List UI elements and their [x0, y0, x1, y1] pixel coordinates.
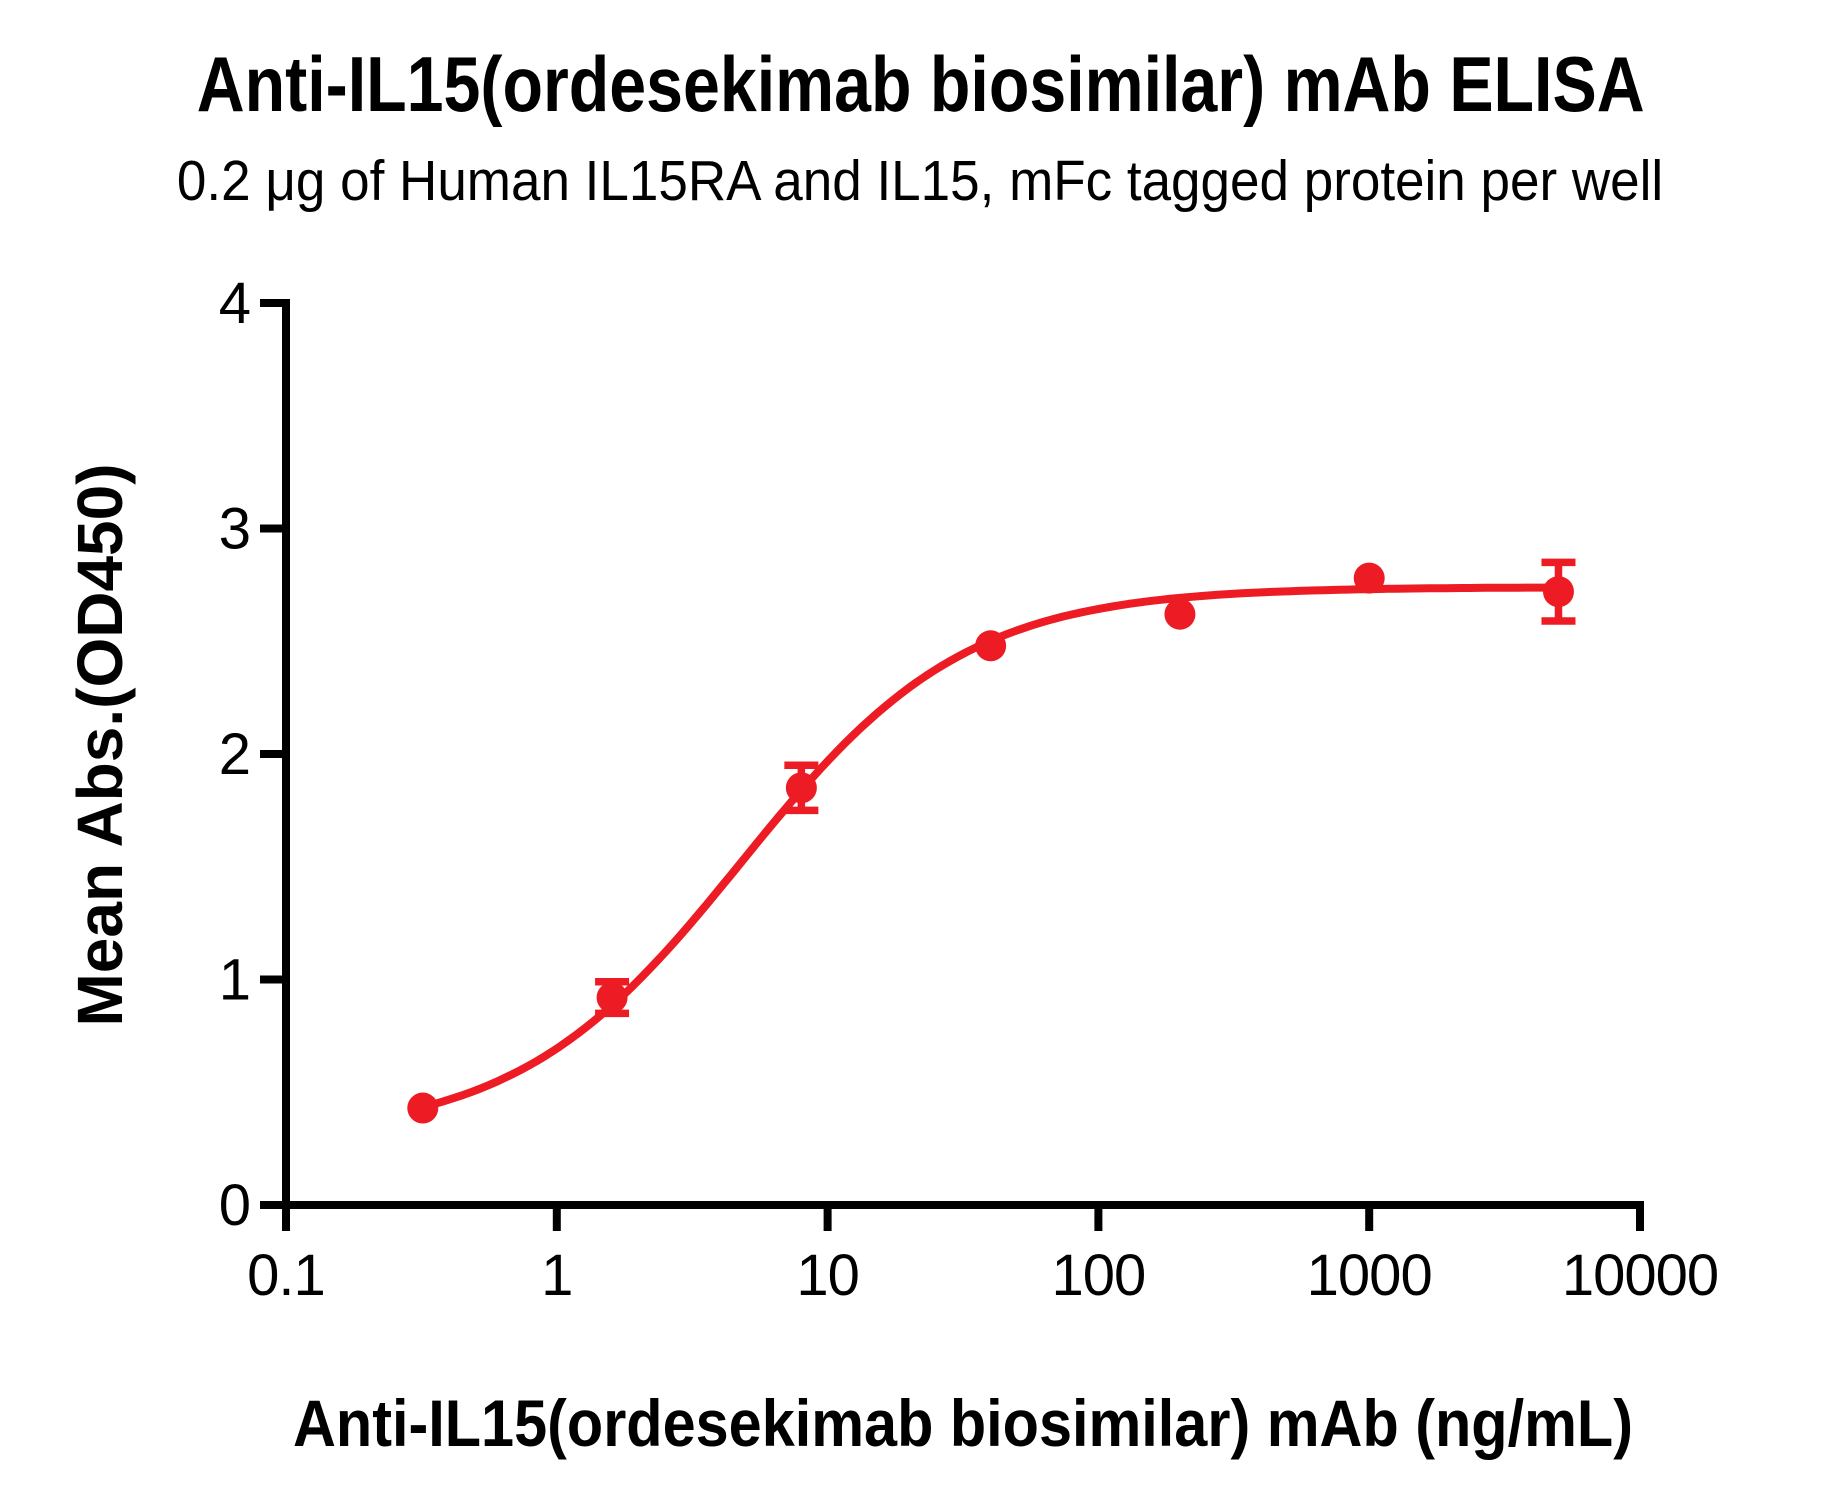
y-tick-label: 2	[219, 722, 250, 787]
chart-subtitle: 0.2 μg of Human IL15RA and IL15, mFc tag…	[0, 149, 1841, 213]
x-axis-label: Anti-IL15(ordesekimab biosimilar) mAb (n…	[219, 1385, 1708, 1461]
data-point	[1353, 562, 1385, 594]
data-point	[975, 630, 1007, 662]
x-tick-label: 10	[796, 1243, 859, 1308]
x-tick-label: 10000	[1562, 1243, 1718, 1308]
y-tick-label: 0	[219, 1173, 250, 1238]
x-tick-label: 1	[541, 1243, 572, 1308]
data-point	[1542, 576, 1574, 608]
x-tick-label: 1000	[1307, 1243, 1432, 1308]
chart-title: Anti-IL15(ordesekimab biosimilar) mAb EL…	[0, 40, 1841, 128]
y-tick-label: 1	[219, 948, 250, 1013]
data-point	[407, 1092, 439, 1124]
chart-subtitle-text: 0.2 μg of Human IL15RA and IL15, mFc tag…	[177, 149, 1664, 213]
x-tick-label: 100	[1052, 1243, 1146, 1308]
chart-title-text: Anti-IL15(ordesekimab biosimilar) mAb EL…	[196, 40, 1645, 128]
data-point	[785, 772, 817, 804]
x-tick-label: 0.1	[247, 1243, 325, 1308]
y-tick-label: 3	[219, 497, 250, 562]
y-tick-label: 4	[219, 271, 250, 336]
fit-curve	[418, 583, 1563, 1112]
data-point	[596, 982, 628, 1014]
x-axis-label-text: Anti-IL15(ordesekimab biosimilar) mAb (n…	[293, 1386, 1633, 1460]
data-point	[1164, 598, 1196, 630]
